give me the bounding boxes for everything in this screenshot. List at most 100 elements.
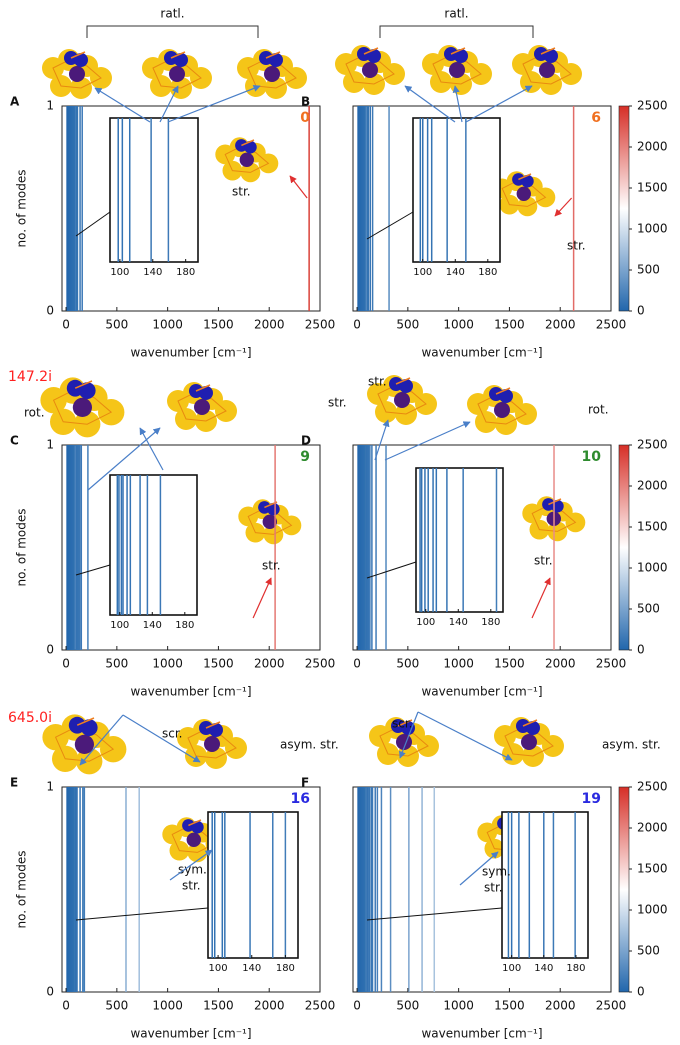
x-tick-label: 2500 <box>305 318 336 332</box>
colorbar-tick-label: 500 <box>637 263 660 277</box>
x-tick-label: 1000 <box>443 999 474 1013</box>
x-tick-label: 500 <box>105 999 128 1013</box>
x-tick-label: 2000 <box>254 657 285 671</box>
inset-frame <box>415 467 504 613</box>
arrow <box>374 419 390 461</box>
colorbar <box>618 444 630 651</box>
displacement <box>70 51 86 59</box>
arrow <box>169 849 213 881</box>
inset-x-tick-label: 180 <box>176 267 195 278</box>
annotation: str. <box>534 554 553 568</box>
annotation: str. <box>368 375 387 389</box>
colorbar-tick-label: 500 <box>637 602 660 616</box>
inset-x-tick-label: 180 <box>566 963 585 974</box>
x-tick-label: 500 <box>105 657 128 671</box>
y-tick-label: 0 <box>46 304 54 318</box>
x-tick-label: 0 <box>353 657 361 671</box>
annotation: scr. <box>162 727 183 741</box>
x-tick-label: 0 <box>353 318 361 332</box>
x-tick-label: 1000 <box>152 318 183 332</box>
plot-frame <box>61 786 321 993</box>
colorbar-tick-label: 2500 <box>637 780 668 794</box>
x-tick-label: 1000 <box>443 657 474 671</box>
x-tick-label: 500 <box>396 657 419 671</box>
inset-x-tick-label: 100 <box>110 267 129 278</box>
arrow <box>167 85 261 123</box>
x-axis-label: wavenumber [cm⁻¹] <box>421 1027 542 1041</box>
o-atom <box>78 382 96 399</box>
annotation: str. <box>567 239 586 253</box>
arrow <box>465 85 533 123</box>
step-number: 6 <box>591 110 601 126</box>
colorbar-tick-label: 1000 <box>637 222 668 236</box>
metal-atom <box>169 66 185 82</box>
inset-frame <box>412 117 501 263</box>
annotation: rot. <box>588 403 609 417</box>
x-tick-label: 2500 <box>305 999 336 1013</box>
plot-frame <box>61 444 321 651</box>
inset-pointer <box>75 211 111 237</box>
metal-atom <box>69 66 85 82</box>
plot-frame <box>61 105 321 312</box>
step-number: 16 <box>291 791 310 807</box>
arrow <box>79 714 124 766</box>
inset-x-tick-label: 140 <box>143 267 162 278</box>
colorbar <box>618 105 630 312</box>
metal-atom <box>516 186 531 201</box>
annotation: scr. <box>392 717 413 731</box>
displacement <box>74 380 93 389</box>
plot-frame <box>352 786 612 993</box>
metal-atom <box>521 734 537 750</box>
colorbar-tick-label: 0 <box>637 643 645 657</box>
x-tick-label: 0 <box>62 318 70 332</box>
o-atom <box>174 53 188 67</box>
metal-atom <box>74 734 94 755</box>
arrow <box>384 421 471 461</box>
colorbar-tick-label: 1000 <box>637 903 668 917</box>
o-atom <box>399 379 413 393</box>
inset-pointer <box>366 907 503 921</box>
arrow <box>554 197 573 217</box>
displacement <box>450 47 466 55</box>
step-number: 19 <box>582 791 601 807</box>
x-tick-label: 1500 <box>494 999 525 1013</box>
x-tick-label: 0 <box>62 999 70 1013</box>
inset-x-tick-label: 100 <box>502 963 521 974</box>
annotation: str. <box>232 185 251 199</box>
o-atom <box>80 719 98 736</box>
o-atom <box>74 53 88 67</box>
inset-x-tick-label: 180 <box>276 963 295 974</box>
arrow <box>87 427 161 491</box>
o-atom <box>267 502 280 516</box>
x-tick-label: 2000 <box>254 999 285 1013</box>
inset-x-tick-label: 140 <box>242 963 261 974</box>
displacement <box>265 51 281 59</box>
displacement <box>76 717 95 726</box>
inset-x-tick-label: 100 <box>209 963 228 974</box>
inset-x-tick-label: 180 <box>481 617 500 628</box>
displacement <box>518 173 532 181</box>
x-tick-label: 2000 <box>545 318 576 332</box>
displacement <box>170 51 186 59</box>
step-number: 0 <box>300 110 310 126</box>
o-atom <box>269 53 283 67</box>
bracket-label: ratl. <box>444 7 468 21</box>
panel-label: A <box>10 95 20 109</box>
x-tick-label: 2000 <box>545 999 576 1013</box>
y-axis-label: no. of modes <box>15 850 29 928</box>
colorbar-tick-label: 500 <box>637 944 660 958</box>
bracket <box>379 25 534 38</box>
o-atom <box>199 386 213 400</box>
x-tick-label: 1500 <box>494 657 525 671</box>
metal-atom <box>239 152 254 167</box>
arrow <box>531 577 551 619</box>
annotation: sym. <box>178 863 207 877</box>
metal-atom <box>204 736 220 752</box>
o-atom <box>526 721 540 735</box>
inset-pointer <box>75 564 111 576</box>
y-tick-label: 0 <box>46 643 54 657</box>
arrow <box>417 711 513 761</box>
x-axis-label: wavenumber [cm⁻¹] <box>421 685 542 699</box>
arrow <box>94 87 151 123</box>
